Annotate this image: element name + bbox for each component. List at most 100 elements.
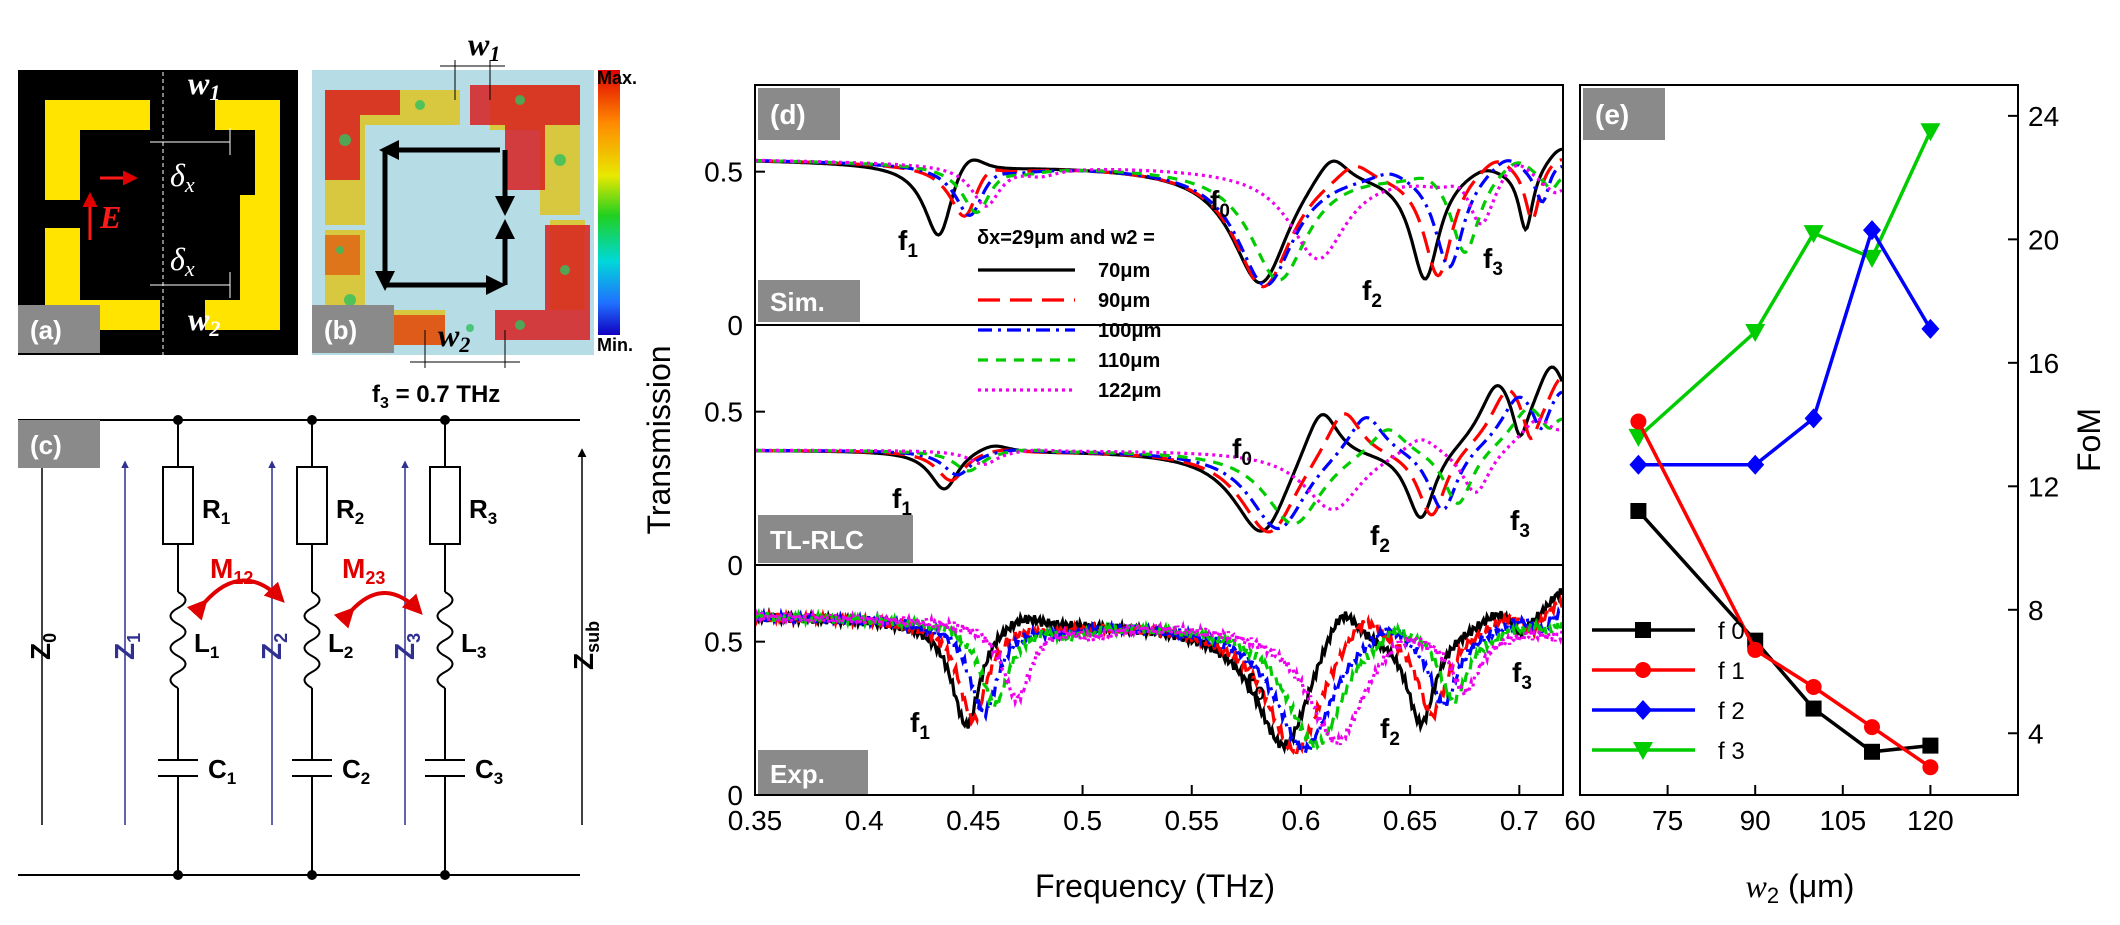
x-axis-label-e: w2 (μm) — [1746, 868, 1855, 908]
z1-label: Z1 — [109, 633, 144, 660]
legend-e-label-1: f 1 — [1718, 658, 1745, 685]
legend-e-marker-2 — [1634, 700, 1652, 720]
y-tick-label-e: 16 — [2028, 348, 2059, 379]
panel-a: E w1 δx δx w2 (a) — [18, 65, 298, 355]
x-tick-label-d: 0.35 — [728, 805, 783, 836]
legend-e-label-0: f 0 — [1718, 618, 1745, 645]
y-tick-label-d: 0 — [727, 780, 743, 811]
fom-point-1-0 — [1630, 413, 1647, 430]
resonance-f0-label: f0 — [1232, 433, 1252, 470]
panel-e-axes: 60 75 90 105 120 4 8 12 16 20 24 — [1564, 101, 2059, 836]
r3-label: R3 — [469, 494, 497, 528]
x-tick-label-e: 105 — [1819, 805, 1866, 836]
fom-point-0-2 — [1805, 700, 1822, 717]
fom-point-0-4 — [1922, 737, 1939, 754]
resonance-f1-label: f1 — [892, 483, 912, 520]
e-field-label: E — [99, 199, 121, 235]
subplot-sim-frame — [754, 84, 1564, 326]
fom-point-2-3 — [1863, 220, 1881, 241]
resonator-bottom-left — [45, 228, 160, 330]
legend-e-marker-3 — [1633, 742, 1653, 760]
fom-point-1-3 — [1864, 719, 1880, 736]
y-tick-label-d: 0.5 — [704, 397, 743, 428]
x-tick-label-d: 0.5 — [1063, 805, 1102, 836]
resonance-f3-label: f3 — [1512, 657, 1532, 694]
rlc-branch-1 — [158, 420, 198, 875]
panel-b: Max. Min. w1 w2 f3 = 0.7 THz (b) — [312, 26, 637, 412]
panel-d-label: (d) — [770, 99, 806, 130]
resonance-f0-label: f0 — [1245, 668, 1265, 705]
y-tick-label-e: 4 — [2028, 718, 2044, 749]
fom-point-0-0 — [1630, 503, 1647, 519]
resonator-bottom-right — [205, 300, 280, 330]
y-tick-label-d: 0 — [727, 310, 743, 341]
legend-label-4: 122μm — [1098, 380, 1161, 402]
l1-label: L1 — [194, 628, 219, 662]
legend-e-label-3: f 3 — [1718, 738, 1745, 765]
x-tick-label-d: 0.65 — [1383, 805, 1438, 836]
panel-a-label: (a) — [30, 315, 62, 345]
w1-label-b: w1 — [468, 26, 500, 66]
c1-label: C1 — [208, 754, 236, 788]
legend-e-marker-1 — [1635, 662, 1651, 678]
resonance-labels: f1 f0 f2 f3 f1 f0 f2 f3 f1 f0 f2 f3 — [892, 185, 1532, 750]
curve-sim-4 — [755, 158, 1563, 261]
fom-point-2-2 — [1804, 408, 1823, 429]
legend-label-0: 70μm — [1098, 260, 1150, 282]
y-tick-label-e: 8 — [2028, 595, 2044, 626]
fom-line-3 — [1637, 130, 1932, 439]
panel-e-frame — [1579, 84, 2019, 796]
fom-point-2-1 — [1746, 454, 1765, 475]
fom-series — [1628, 123, 1941, 776]
x-axis-label-d: Frequency (THz) — [1035, 868, 1275, 904]
y-tick-label-d: 0 — [727, 550, 743, 581]
fom-point-3-1 — [1745, 323, 1766, 342]
sublabel-tl-rlc: TL-RLC — [770, 525, 864, 555]
panel-e-label: (e) — [1595, 99, 1629, 130]
x-tick-label-d: 0.45 — [946, 805, 1001, 836]
m12-label: M12 — [210, 553, 253, 588]
resonator-right — [215, 100, 280, 300]
w2-label-a: w2 — [188, 301, 220, 341]
resonance-f0-label: f0 — [1210, 185, 1230, 222]
resonance-f2-label: f2 — [1362, 275, 1382, 312]
resonance-f3-label: f3 — [1483, 243, 1503, 280]
z3-label: Z3 — [389, 633, 424, 660]
y-axis-label-d: Transmission — [641, 345, 677, 534]
legend-label-3: 110μm — [1098, 350, 1160, 372]
fom-point-3-3 — [1862, 249, 1882, 268]
curve-tl-2 — [755, 390, 1563, 531]
curve-sim-2 — [755, 159, 1563, 288]
m23-label: M23 — [342, 553, 385, 588]
fom-point-1-4 — [1922, 759, 1939, 776]
fom-point-0-3 — [1864, 743, 1880, 760]
legend-d: δx=29μm and w2 = 70μm 90μm 100μm 110μm 122μm — [977, 227, 1161, 402]
resonance-f2-label: f2 — [1370, 520, 1390, 557]
panel-c-labels: R1 R2 R3 L1 L2 L3 C1 C2 C3 M12 M23 Z0 Z1… — [18, 420, 603, 788]
resonance-f2-label: f2 — [1380, 713, 1400, 750]
y-tick-label-d: 0.5 — [704, 157, 743, 188]
legend-e-label-2: f 2 — [1718, 698, 1745, 725]
rlc-branch-3 — [425, 420, 465, 875]
colorbar-min-label: Min. — [597, 335, 633, 355]
x-tick-label-e: 60 — [1564, 805, 1595, 836]
x-tick-label-e: 75 — [1652, 805, 1683, 836]
c3-label: C3 — [475, 754, 503, 788]
legend-e: f 0 f 1 f 2 f 3 — [1592, 618, 1745, 765]
panel-b-label: (b) — [324, 315, 357, 345]
panel-c-label: (c) — [30, 430, 62, 460]
resonance-f3-label: f3 — [1510, 505, 1530, 542]
curve-sim-0 — [755, 147, 1563, 285]
y-tick-label-e: 12 — [2028, 471, 2059, 502]
r2-label: R2 — [336, 494, 364, 528]
x-tick-label-d: 0.4 — [845, 805, 884, 836]
spectra-curves — [755, 147, 1563, 756]
y-tick-label-e: 20 — [2028, 224, 2059, 255]
x-tick-label-d: 0.6 — [1281, 805, 1320, 836]
dx-label-top: δx — [170, 157, 195, 197]
x-tick-label-e: 90 — [1740, 805, 1771, 836]
w1-label-a: w1 — [188, 65, 220, 105]
